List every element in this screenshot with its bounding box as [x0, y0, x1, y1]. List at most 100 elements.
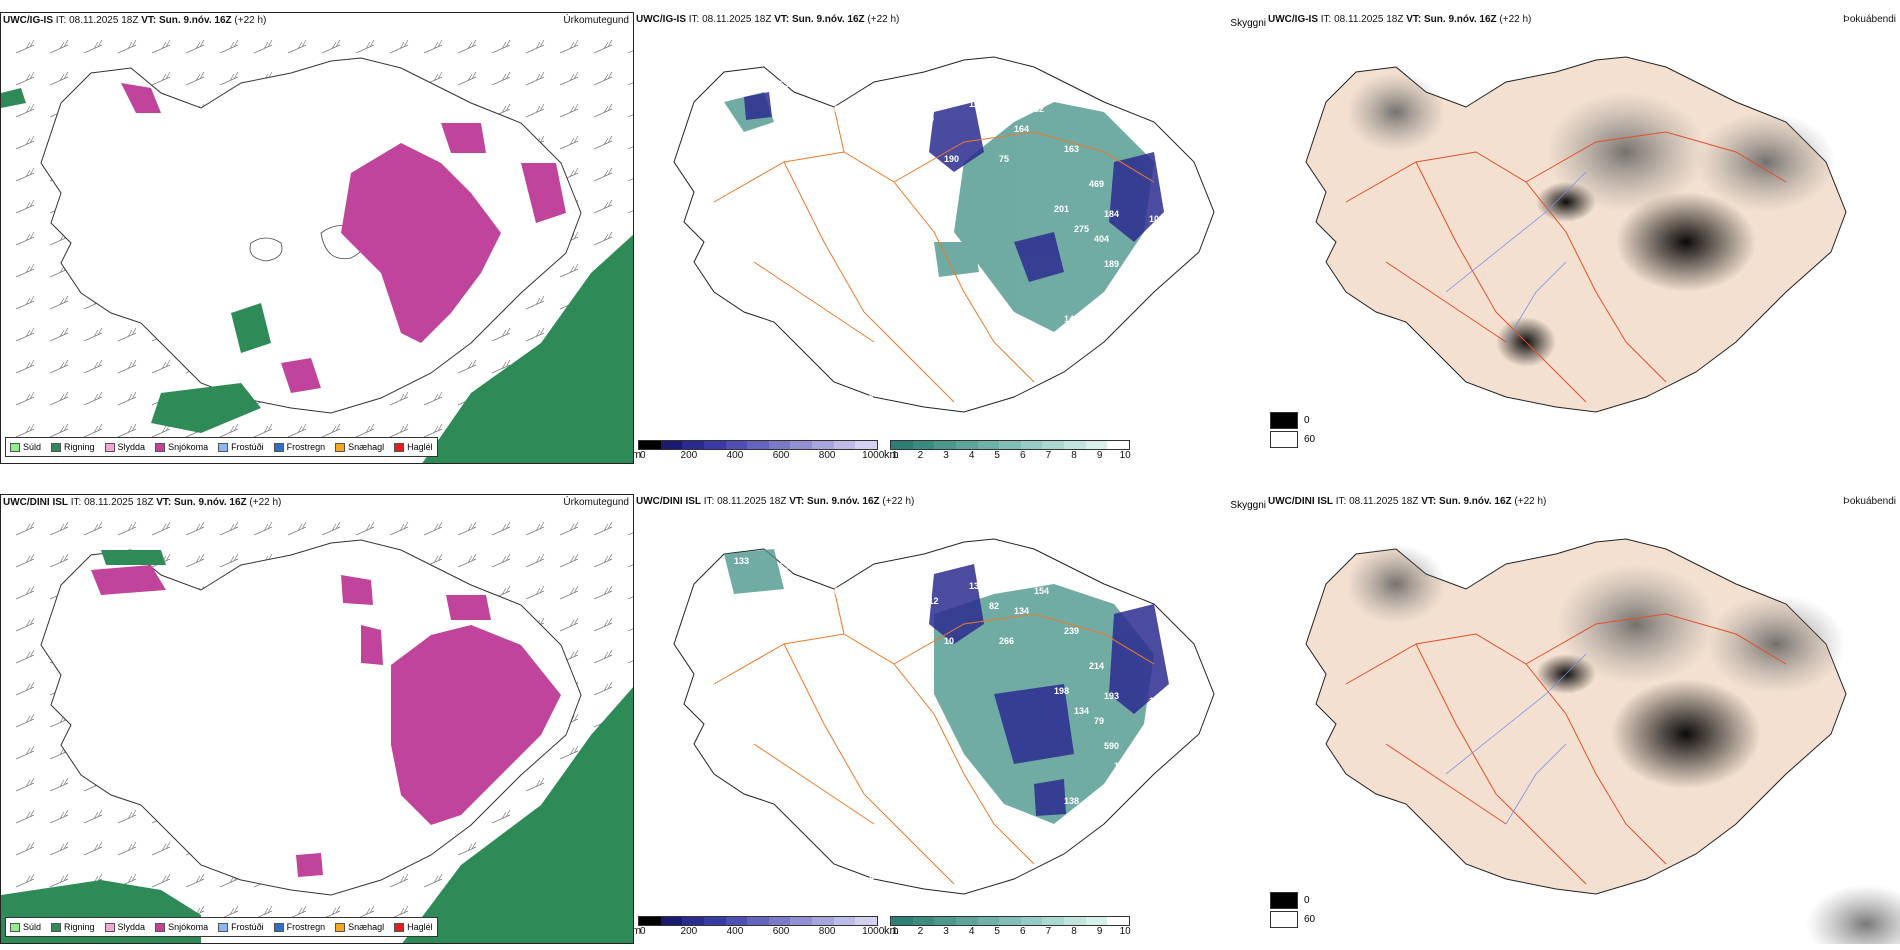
- colorbar-box: [833, 441, 856, 449]
- fog-legend-item: 60: [1270, 911, 1315, 928]
- wind-barb: [525, 39, 545, 54]
- wind-barb: [627, 596, 633, 600]
- cloud-base-value: 134: [1074, 706, 1089, 716]
- visibility-colorbar: 1 2 3 4 5 6 7 8 9 10 km: [884, 440, 1131, 462]
- wind-barb: [457, 71, 477, 86]
- cloud-base-value: 337: [879, 851, 894, 861]
- wind-barb: [423, 39, 443, 54]
- cloud-base-value: 138: [969, 581, 984, 591]
- cloud-base-value: 143: [1074, 821, 1089, 831]
- colorbar-tick-label: 800: [818, 450, 836, 461]
- colorbar-box: [999, 441, 1021, 449]
- wind-barb: [185, 553, 205, 568]
- wind-barb: [49, 873, 69, 888]
- road-network: [1345, 613, 1787, 885]
- colorbar-tick-label: 6: [1020, 450, 1026, 461]
- cloud-base-value: 93: [1114, 279, 1124, 289]
- cloud-base-value: 223: [889, 691, 904, 701]
- wind-barb: [117, 809, 137, 824]
- colorbar-box: [1064, 917, 1086, 925]
- wind-barb: [423, 873, 443, 888]
- colorbar-box: [1042, 917, 1065, 925]
- wind-barb: [593, 617, 613, 632]
- colorbar-tick-label: 9: [1096, 450, 1103, 461]
- panel-title: UWC/IG-IS IT: 08.11.2025 18Z VT: Sun. 9.…: [1268, 14, 1532, 25]
- cloud-base-value: 99: [894, 139, 904, 149]
- colorbar-tick-label: 0: [640, 450, 646, 461]
- cloud-panel-row1: UWC/IG-IS IT: 08.11.2025 18Z VT: Sun. 9.…: [634, 12, 1268, 464]
- wind-barb: [491, 359, 511, 374]
- wind-barb: [321, 423, 341, 438]
- cloud-base-value: 193: [1104, 691, 1119, 701]
- wind-barb: [525, 521, 545, 536]
- cloud-base-value: 138: [1064, 796, 1079, 806]
- fog-shading: [1346, 72, 1836, 367]
- wind-barb: [491, 809, 511, 824]
- cloud-base-value: 107: [1134, 254, 1149, 264]
- panel-title: UWC/IG-IS IT: 08.11.2025 18Z VT: Sun. 9.…: [636, 14, 900, 25]
- colorbar-tick-label: 600: [772, 926, 790, 937]
- panel-name: Skyggni: [1230, 18, 1266, 29]
- wind-barb: [15, 359, 35, 374]
- cloud-base-value: 112: [969, 99, 984, 109]
- cloud-base-value: 198: [1054, 686, 1069, 696]
- vis-unit: km: [884, 449, 899, 461]
- wind-barb: [627, 146, 633, 150]
- legend-item: Rigning: [51, 922, 95, 932]
- colorbar-tick-label: 400: [726, 926, 744, 937]
- snow-area: [91, 565, 561, 877]
- panel-name: Þokuábendi: [1843, 14, 1896, 25]
- precip-panel-row2: UWC/DINI ISL IT: 08.11.2025 18Z VT: Sun.…: [0, 494, 634, 944]
- colorbar-tick-label: 4: [968, 450, 975, 461]
- cloud-base-value: 62: [834, 586, 844, 596]
- wind-barb: [355, 521, 375, 536]
- wind-barb: [559, 553, 579, 568]
- precip-type-legend: Súld Rigning Slydda Snjókoma Frostúði Fr…: [5, 917, 438, 937]
- wind-barb: [525, 327, 545, 342]
- wind-barb: [627, 660, 633, 664]
- wind-barb: [15, 231, 35, 246]
- colorbar-box: [934, 441, 956, 449]
- colorbar-tick-label: 5: [994, 450, 1000, 461]
- colorbar-tick-label: 5: [994, 926, 1000, 937]
- wind-barb: [559, 521, 579, 536]
- colorbar-tick-label: 600: [772, 450, 790, 461]
- colorbar-box: [833, 917, 856, 925]
- wind-barb: [117, 423, 137, 438]
- panel-name: Úrkomutegund: [563, 497, 629, 508]
- wind-barb: [117, 327, 137, 342]
- colorbar-box: [725, 441, 748, 449]
- wind-barb: [83, 359, 103, 374]
- wind-barb: [49, 841, 69, 856]
- fog-legend: 0 60: [1270, 412, 1315, 450]
- wind-barb: [15, 585, 35, 600]
- wind-barb: [287, 423, 307, 438]
- legend-item: Frostúði: [218, 922, 264, 932]
- colorbar-box: [768, 441, 791, 449]
- colorbar-box: [912, 441, 935, 449]
- legend-item: Frostúði: [218, 442, 264, 452]
- legend-item: Haglél: [394, 442, 433, 452]
- wind-barb: [83, 391, 103, 406]
- wind-barb: [525, 585, 545, 600]
- cloud-base-value: 85: [899, 711, 909, 721]
- cloud-base-value: 562: [869, 389, 884, 399]
- precip-map: [1, 39, 633, 463]
- wind-barb: [151, 521, 171, 536]
- wind-barb: [83, 841, 103, 856]
- colorbar-box: [1042, 441, 1065, 449]
- wind-barb: [219, 423, 239, 438]
- cloud-base-value: 109: [1149, 214, 1164, 224]
- height-unit: m: [634, 449, 642, 461]
- colorbar-tick-label: 200: [680, 450, 698, 461]
- cloud-base-value: 82: [1034, 104, 1044, 114]
- wind-barb: [83, 809, 103, 824]
- colorbar-tick-label: 4: [968, 926, 975, 937]
- wind-barb: [117, 521, 137, 536]
- colorbar-tick-label: 2: [917, 926, 924, 937]
- cloud-base-value: 63: [874, 581, 884, 591]
- wind-barb: [83, 327, 103, 342]
- colorbar-tick-label: 1000: [862, 450, 885, 461]
- cloud-base-value: 590: [1104, 741, 1119, 751]
- cloud-base-value: 112: [924, 596, 939, 606]
